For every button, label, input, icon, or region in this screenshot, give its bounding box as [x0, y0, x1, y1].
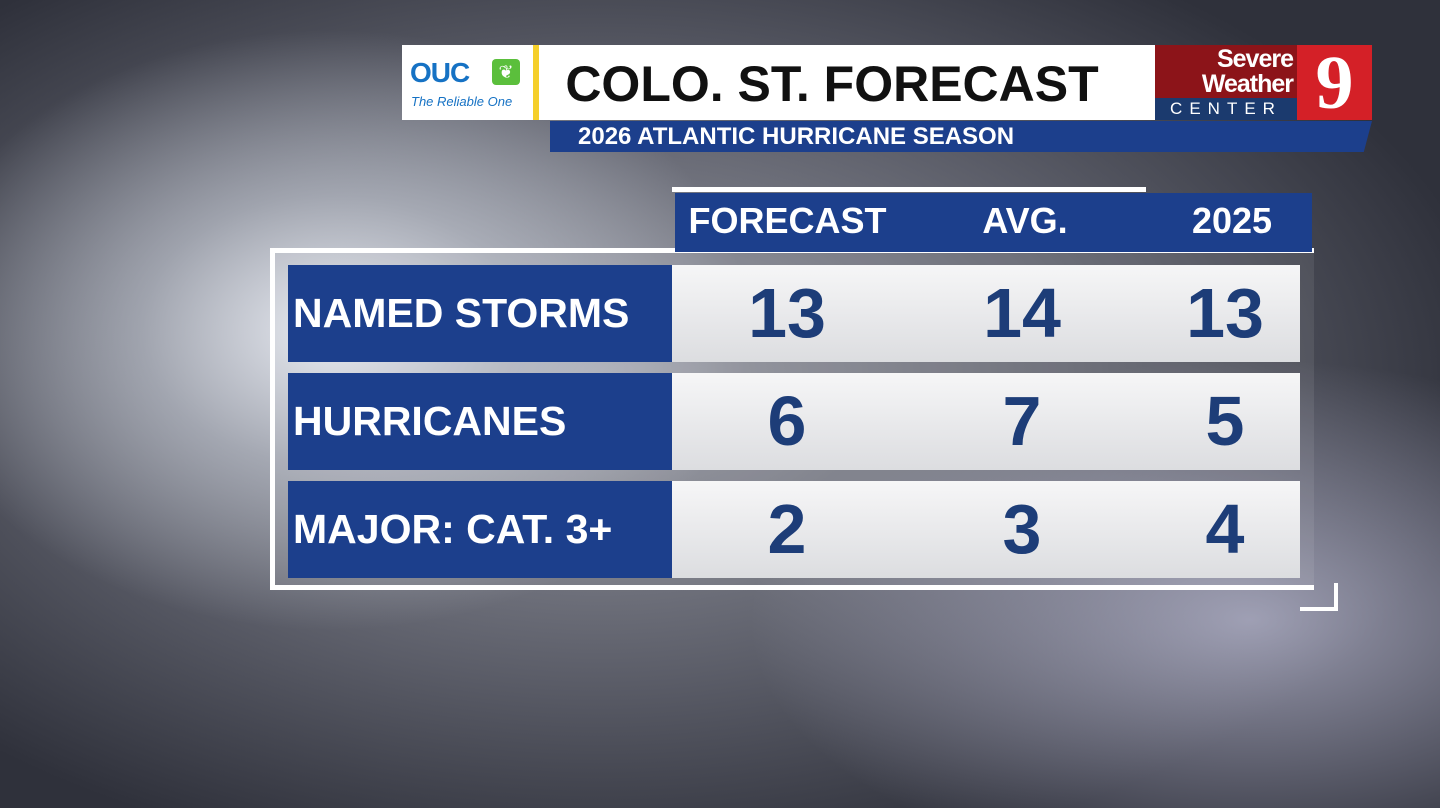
row-label: MAJOR: CAT. 3+: [288, 481, 672, 578]
frame-top: [672, 187, 1146, 192]
cell-value: 4: [1205, 490, 1245, 568]
cell-value: 3: [1002, 490, 1042, 568]
severe-weather-center-logo: Severe Weather CENTER 9: [1155, 45, 1372, 121]
table-header: FORECAST AVG. 2025: [675, 193, 1312, 252]
column-header: FORECAST: [688, 200, 887, 241]
column-header: 2025: [1191, 200, 1273, 241]
title-banner: OUC ❦ The Reliable One COLO. ST. FORECAS…: [402, 45, 1155, 120]
row-label: HURRICANES: [288, 373, 672, 470]
leaf-icon: ❦: [492, 59, 520, 85]
cell-value: 6: [767, 382, 807, 460]
corner-bracket: [1300, 583, 1338, 611]
cell-value: 2: [767, 490, 807, 568]
table-row: NAMED STORMS 13 14 13: [288, 265, 1300, 362]
cell-value: 13: [1186, 274, 1264, 352]
table-row: HURRICANES 6 7 5: [288, 373, 1300, 470]
cell-value: 13: [748, 274, 826, 352]
page-title: COLO. ST. FORECAST: [565, 56, 1099, 112]
cell-value: 7: [1002, 382, 1042, 460]
ouc-logo: OUC ❦ The Reliable One: [402, 45, 532, 120]
cell-value: 5: [1205, 382, 1245, 460]
row-label: NAMED STORMS: [288, 265, 672, 362]
subtitle: 2026 ATLANTIC HURRICANE SEASON: [550, 121, 1372, 152]
divider: [533, 45, 539, 120]
table-row: MAJOR: CAT. 3+ 2 3 4: [288, 481, 1300, 578]
cell-value: 14: [983, 274, 1061, 352]
column-header: AVG.: [982, 200, 1068, 241]
